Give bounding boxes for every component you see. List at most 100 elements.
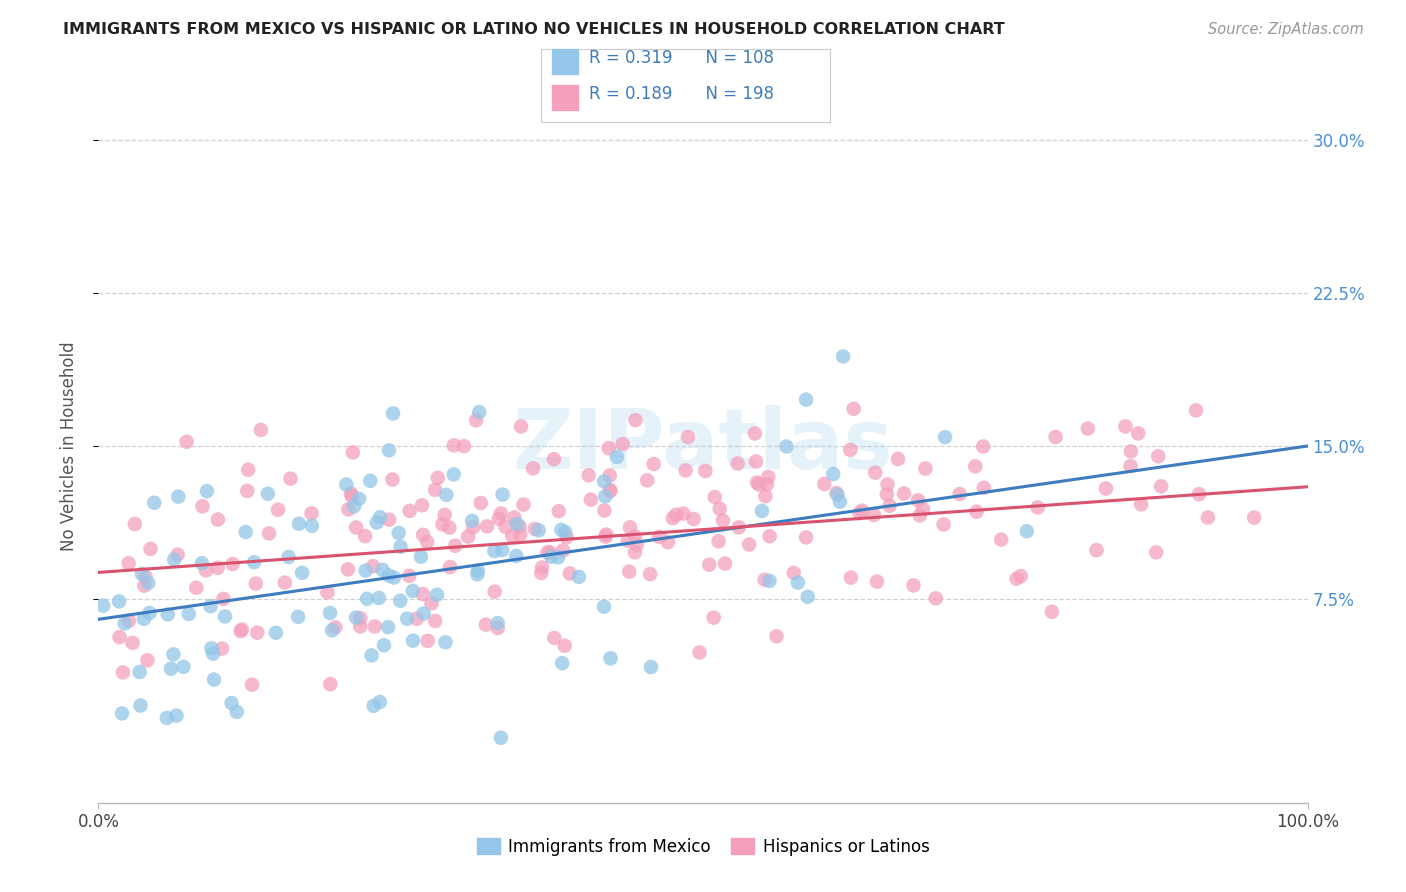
Point: [711, 514, 734, 528]
Point: [758, 529, 780, 543]
Point: [554, 524, 576, 539]
Point: [378, 513, 401, 527]
Point: [1077, 421, 1099, 435]
Point: [368, 695, 391, 709]
Point: [138, 606, 160, 620]
Point: [509, 519, 531, 533]
Point: [612, 437, 634, 451]
Point: [1114, 419, 1136, 434]
Point: [396, 612, 419, 626]
Point: [139, 541, 162, 556]
Point: [416, 535, 439, 549]
Legend: Immigrants from Mexico, Hispanics or Latinos: Immigrants from Mexico, Hispanics or Lat…: [470, 831, 936, 863]
Point: [475, 519, 498, 533]
Point: [134, 569, 156, 583]
Point: [211, 641, 233, 656]
Point: [129, 698, 152, 713]
Point: [707, 534, 730, 549]
Point: [1188, 487, 1211, 501]
Point: [124, 517, 146, 532]
Point: [361, 559, 384, 574]
Point: [796, 590, 818, 604]
Text: R = 0.189: R = 0.189: [589, 85, 672, 103]
Point: [550, 523, 572, 537]
Point: [166, 708, 188, 723]
Point: [509, 527, 531, 541]
Point: [543, 452, 565, 467]
Point: [177, 607, 200, 621]
Point: [593, 599, 616, 614]
Point: [191, 556, 214, 570]
Point: [200, 641, 222, 656]
Point: [432, 517, 454, 532]
Point: [876, 477, 898, 491]
Point: [506, 516, 529, 531]
Point: [319, 606, 342, 620]
Point: [91, 599, 114, 613]
Point: [111, 665, 134, 680]
Point: [682, 512, 704, 526]
Point: [412, 607, 434, 621]
Point: [547, 550, 569, 565]
Point: [364, 619, 387, 633]
Point: [593, 503, 616, 517]
Point: [360, 648, 382, 663]
Point: [291, 566, 314, 580]
Point: [551, 543, 574, 558]
Point: [745, 475, 768, 490]
Point: [823, 467, 845, 481]
Point: [547, 504, 569, 518]
Point: [111, 706, 134, 721]
Point: [409, 549, 432, 564]
Point: [1040, 605, 1063, 619]
Point: [1130, 497, 1153, 511]
Point: [121, 636, 143, 650]
Point: [973, 481, 995, 495]
Point: [523, 522, 546, 536]
Point: [714, 557, 737, 571]
Point: [1119, 458, 1142, 473]
Point: [344, 610, 367, 624]
Point: [786, 575, 808, 590]
Point: [531, 560, 554, 574]
Point: [236, 463, 259, 477]
Point: [672, 507, 695, 521]
Point: [484, 584, 506, 599]
Point: [463, 520, 485, 534]
Point: [599, 483, 621, 497]
Point: [676, 430, 699, 444]
Point: [257, 526, 280, 541]
Point: [221, 696, 243, 710]
Point: [1045, 430, 1067, 444]
Point: [382, 406, 405, 420]
Point: [578, 468, 600, 483]
Text: N = 108: N = 108: [695, 49, 773, 67]
Point: [579, 492, 602, 507]
Point: [301, 506, 323, 520]
Text: R = 0.319: R = 0.319: [589, 49, 672, 67]
Point: [486, 621, 509, 635]
Point: [163, 552, 186, 566]
Point: [744, 426, 766, 441]
Point: [599, 484, 621, 499]
Point: [484, 544, 506, 558]
Point: [439, 560, 461, 574]
Point: [794, 530, 817, 544]
Point: [349, 619, 371, 633]
Point: [486, 616, 509, 631]
Point: [554, 639, 576, 653]
Point: [156, 711, 179, 725]
Point: [765, 629, 787, 643]
Point: [114, 616, 136, 631]
Point: [337, 502, 360, 516]
Point: [488, 512, 510, 526]
Point: [235, 524, 257, 539]
Point: [256, 487, 278, 501]
Point: [606, 450, 628, 464]
Point: [412, 528, 434, 542]
Point: [543, 631, 565, 645]
Point: [202, 647, 225, 661]
Point: [347, 491, 370, 506]
Point: [202, 673, 225, 687]
Point: [848, 506, 870, 520]
